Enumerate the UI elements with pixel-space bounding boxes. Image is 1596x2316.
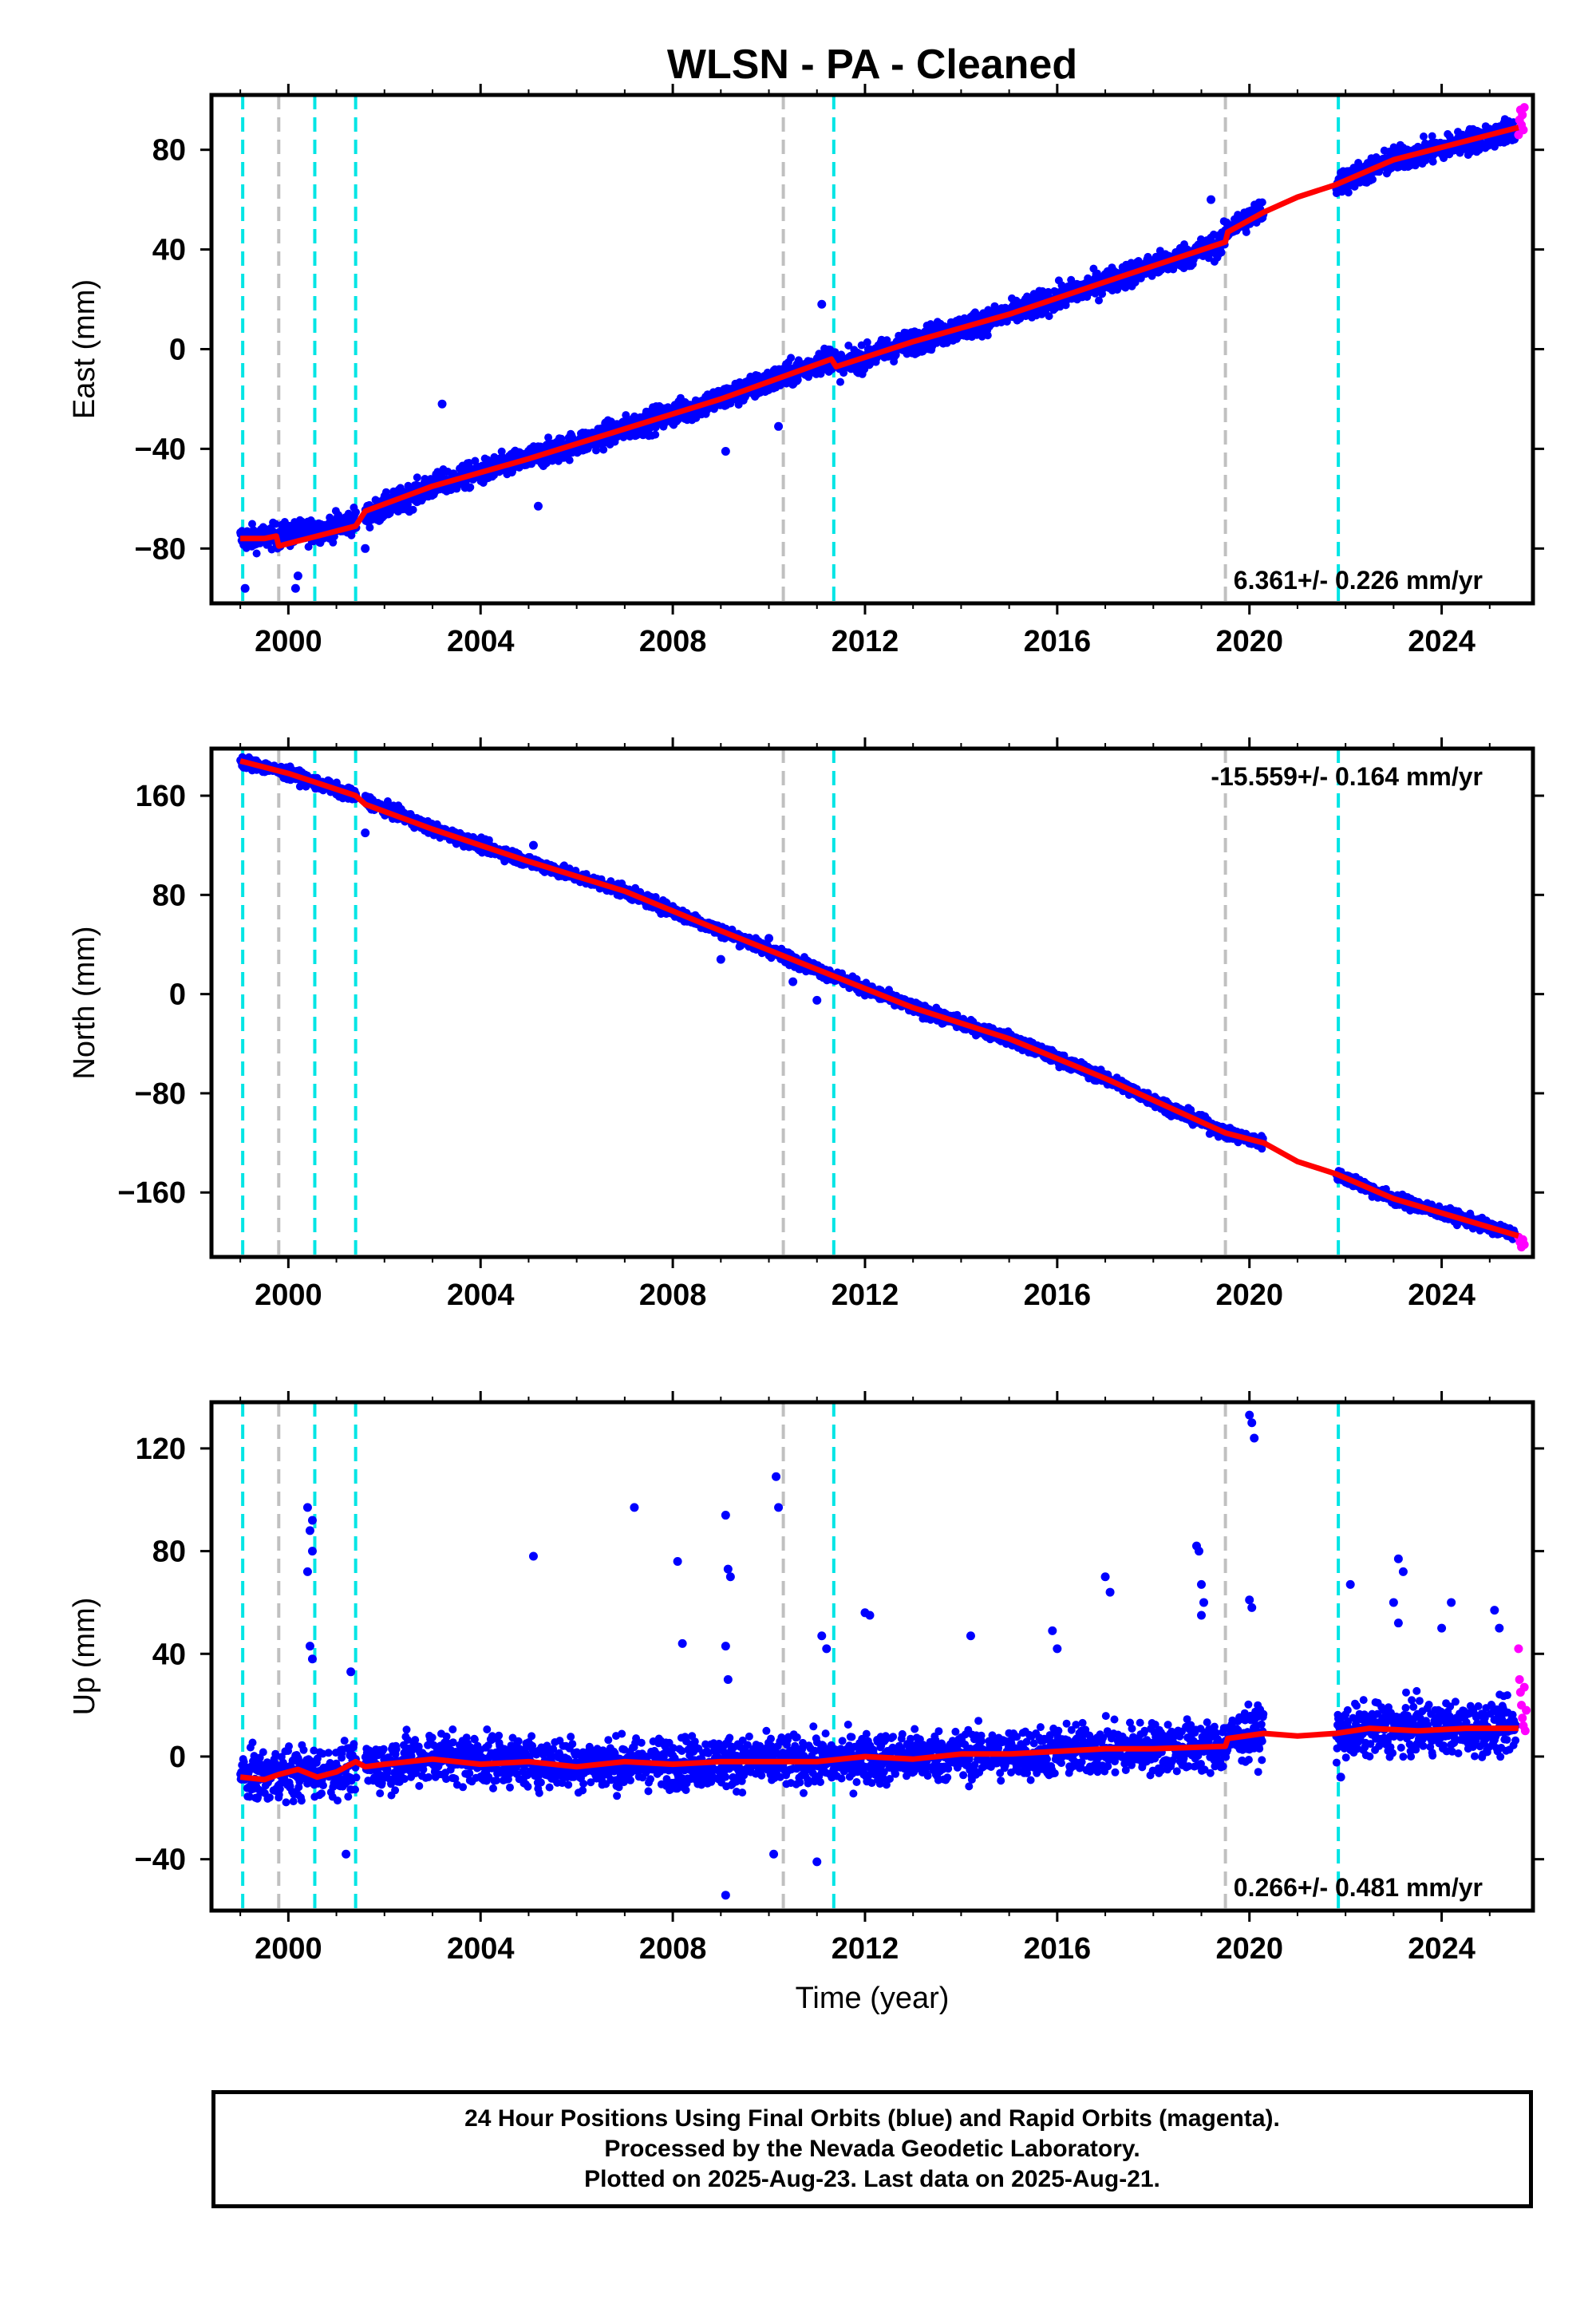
final-orbit-point — [1344, 188, 1353, 197]
final-orbit-point — [290, 583, 300, 593]
y-tick-label: 0 — [169, 334, 186, 367]
y-tick-label: −80 — [135, 532, 186, 566]
final-orbit-point — [240, 583, 250, 593]
final-orbit-point — [844, 342, 853, 350]
final-orbit-point — [437, 399, 447, 409]
final-orbit-point — [1428, 132, 1436, 140]
final-orbit-point — [774, 421, 784, 431]
panel-north-plot-area — [236, 749, 1529, 1257]
final-orbit-point — [1242, 227, 1250, 236]
final-orbit-point — [1369, 175, 1377, 184]
final-orbit-point — [533, 501, 543, 511]
final-orbit-point — [1169, 265, 1178, 274]
final-orbit-point — [409, 505, 417, 514]
rapid-orbit-point — [1519, 103, 1529, 113]
model-line — [240, 124, 1519, 549]
final-orbit-point — [836, 377, 844, 386]
rapid-orbit-point — [1518, 110, 1527, 120]
final-orbit-point — [252, 549, 261, 558]
final-orbit-point — [1428, 157, 1437, 166]
final-orbit-point — [365, 524, 374, 532]
panel-north: 2000 2004 2008 2012 2016 2020 2024−160−8008016… — [68, 737, 1544, 1312]
final-orbit-point — [817, 299, 827, 309]
final-orbit-point — [599, 445, 608, 454]
final-orbit-point — [1067, 275, 1076, 284]
final-orbit-point — [788, 379, 798, 389]
final-orbit-point — [1258, 198, 1266, 207]
x-tick-label: 2008 — [639, 625, 707, 658]
final-orbit-point — [293, 571, 302, 581]
y-axis-label: East (mm) — [68, 279, 101, 419]
panel-east-plot-area — [236, 95, 1529, 603]
final-orbit-point — [381, 488, 390, 496]
final-orbit-point — [1045, 312, 1053, 321]
final-orbit-point — [1131, 278, 1140, 287]
final-orbit-point — [248, 520, 256, 528]
final-orbit-point — [1420, 132, 1428, 140]
final-orbit-point — [413, 473, 421, 482]
final-orbit-point — [404, 481, 413, 490]
final-orbit-point — [721, 447, 730, 456]
y-tick-label: −40 — [135, 433, 186, 466]
final-orbit-point — [352, 508, 360, 516]
final-orbit-point — [544, 433, 553, 442]
rate-label: 6.361+/- 0.226 mm/yr — [1234, 566, 1483, 595]
y-tick-label: 80 — [152, 134, 186, 168]
final-orbit-point — [1207, 195, 1216, 204]
final-orbit-point — [1095, 296, 1103, 305]
final-orbit-point — [466, 483, 475, 492]
final-orbit-point — [1217, 248, 1226, 257]
x-tick-label: 2016 — [1024, 625, 1092, 658]
plot-panels: 2000 2004 2008 2012 2016 2020 2024 −80 −40 0 40 80 E… — [68, 84, 1544, 2015]
final-orbit-point — [852, 974, 861, 983]
x-tick-label: 2020 — [1215, 625, 1283, 658]
x-tick-label: 2012 — [832, 625, 899, 658]
final-orbit-point — [839, 369, 848, 377]
rapid-orbit-point — [1519, 125, 1528, 135]
final-orbit-point — [622, 411, 630, 420]
x-tick-label: 2000 — [255, 625, 322, 658]
final-orbit-point — [329, 538, 338, 547]
final-orbit-point — [651, 430, 660, 439]
x-tick-label: 2024 — [1408, 625, 1476, 658]
y-tick-label: 40 — [152, 234, 186, 267]
final-orbit-point — [787, 354, 796, 362]
final-orbit-point — [383, 797, 392, 805]
final-orbit-point — [592, 446, 600, 455]
final-orbit-point — [651, 893, 660, 901]
final-orbit-point — [983, 331, 992, 340]
final-orbit-point — [863, 338, 871, 346]
x-tick-label: 2004 — [447, 625, 515, 658]
final-orbit-point — [565, 456, 574, 464]
final-orbit-point — [471, 456, 480, 465]
figure-title: WLSN - PA - Cleaned — [667, 41, 1077, 88]
final-orbit-point — [361, 543, 370, 553]
panel-east: 2000 2004 2008 2012 2016 2020 2024 −80 −40 0 40 80 E… — [68, 84, 1544, 658]
final-orbit-point — [271, 520, 280, 528]
